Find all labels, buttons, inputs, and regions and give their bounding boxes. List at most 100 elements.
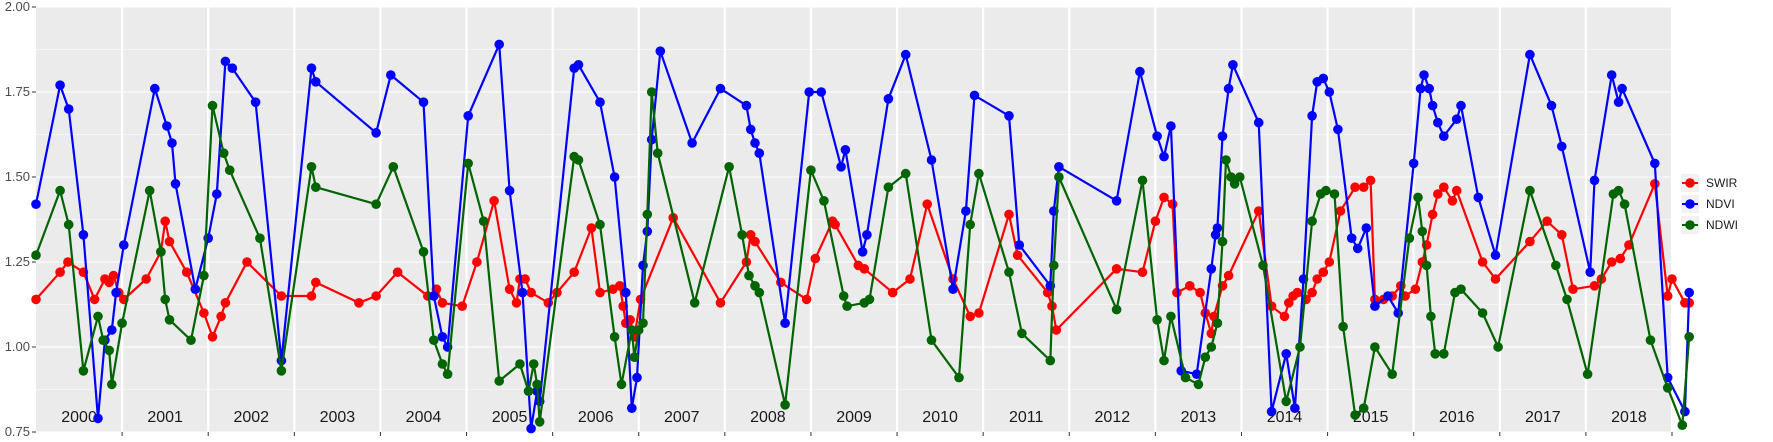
data-point <box>107 325 117 335</box>
data-point <box>801 294 812 305</box>
data-point <box>526 423 536 434</box>
data-point <box>1054 172 1064 182</box>
data-point <box>207 100 218 111</box>
data-point <box>1324 257 1335 267</box>
data-point <box>1167 199 1178 209</box>
data-point <box>1185 281 1195 291</box>
data-point <box>969 90 980 101</box>
data-point <box>1312 274 1322 284</box>
data-point <box>1235 172 1245 182</box>
data-point <box>965 311 975 322</box>
data-point <box>1307 287 1317 298</box>
data-point <box>1324 87 1335 97</box>
data-point <box>437 298 448 308</box>
data-point <box>627 325 637 335</box>
data-point <box>750 138 760 148</box>
data-point <box>1383 291 1393 301</box>
data-point <box>63 104 74 114</box>
data-point <box>1410 284 1421 295</box>
data-point <box>31 294 41 305</box>
data-point <box>609 332 620 342</box>
data-point <box>463 158 474 169</box>
year-label: 2007 <box>664 409 700 426</box>
data-point <box>1662 291 1673 301</box>
data-point <box>1111 196 1122 206</box>
data-point <box>494 376 505 386</box>
data-point <box>687 138 697 148</box>
data-point <box>632 372 642 383</box>
data-point <box>1419 70 1429 80</box>
y-tick-label: 2.00 <box>5 0 30 14</box>
data-point <box>224 165 235 175</box>
data-point <box>1589 281 1600 291</box>
data-point <box>371 291 381 301</box>
data-point <box>1424 83 1434 94</box>
data-point <box>745 124 756 135</box>
data-point <box>1004 111 1014 121</box>
data-point <box>1329 189 1340 199</box>
data-point <box>1166 311 1176 322</box>
data-point <box>965 219 975 230</box>
data-point <box>55 267 65 278</box>
data-point <box>922 199 932 209</box>
data-point <box>652 148 663 158</box>
data-point <box>816 87 827 97</box>
data-point <box>1307 216 1317 226</box>
data-point <box>1111 304 1122 315</box>
data-point <box>311 182 321 192</box>
data-point <box>750 236 760 247</box>
data-point <box>212 189 222 199</box>
data-point <box>1404 233 1415 243</box>
data-point <box>689 298 700 308</box>
data-point <box>857 247 868 257</box>
data-point <box>220 56 231 67</box>
data-point <box>926 335 937 346</box>
data-point <box>1680 406 1690 417</box>
data-point <box>511 298 522 308</box>
data-point <box>1150 216 1161 226</box>
data-point <box>1017 328 1027 339</box>
data-point <box>830 219 840 230</box>
data-point <box>954 372 964 383</box>
data-point <box>638 318 648 329</box>
data-point <box>1451 185 1462 196</box>
data-point <box>1281 349 1291 359</box>
data-point <box>216 311 226 322</box>
data-point <box>1456 284 1466 295</box>
data-point <box>418 247 429 257</box>
data-point <box>1045 355 1056 366</box>
data-point <box>93 311 103 322</box>
year-label: 2017 <box>1525 409 1561 426</box>
data-point <box>160 216 170 226</box>
data-point <box>1212 223 1223 233</box>
data-point <box>1333 124 1343 135</box>
data-point <box>1426 311 1436 322</box>
data-point <box>386 70 396 80</box>
data-point <box>819 196 829 206</box>
data-point <box>974 308 984 318</box>
data-point <box>220 298 231 308</box>
data-point <box>55 80 65 90</box>
data-point <box>89 294 100 305</box>
data-point <box>306 63 317 73</box>
data-point <box>744 270 754 281</box>
data-point <box>98 335 108 346</box>
data-point <box>1350 182 1360 192</box>
data-point <box>1281 396 1291 407</box>
data-point <box>218 148 229 158</box>
year-label: 2008 <box>750 409 786 426</box>
year-label: 2018 <box>1611 409 1647 426</box>
data-point <box>532 379 542 390</box>
data-point <box>160 294 170 305</box>
data-point <box>905 274 915 284</box>
data-point <box>276 291 287 301</box>
data-point <box>1473 192 1484 203</box>
data-point <box>621 287 631 298</box>
year-label: 2003 <box>320 409 356 426</box>
data-point <box>63 257 73 267</box>
data-point <box>1562 294 1572 305</box>
data-point <box>887 287 898 298</box>
data-point <box>1279 311 1290 322</box>
data-point <box>306 291 317 301</box>
data-point <box>1352 243 1363 254</box>
